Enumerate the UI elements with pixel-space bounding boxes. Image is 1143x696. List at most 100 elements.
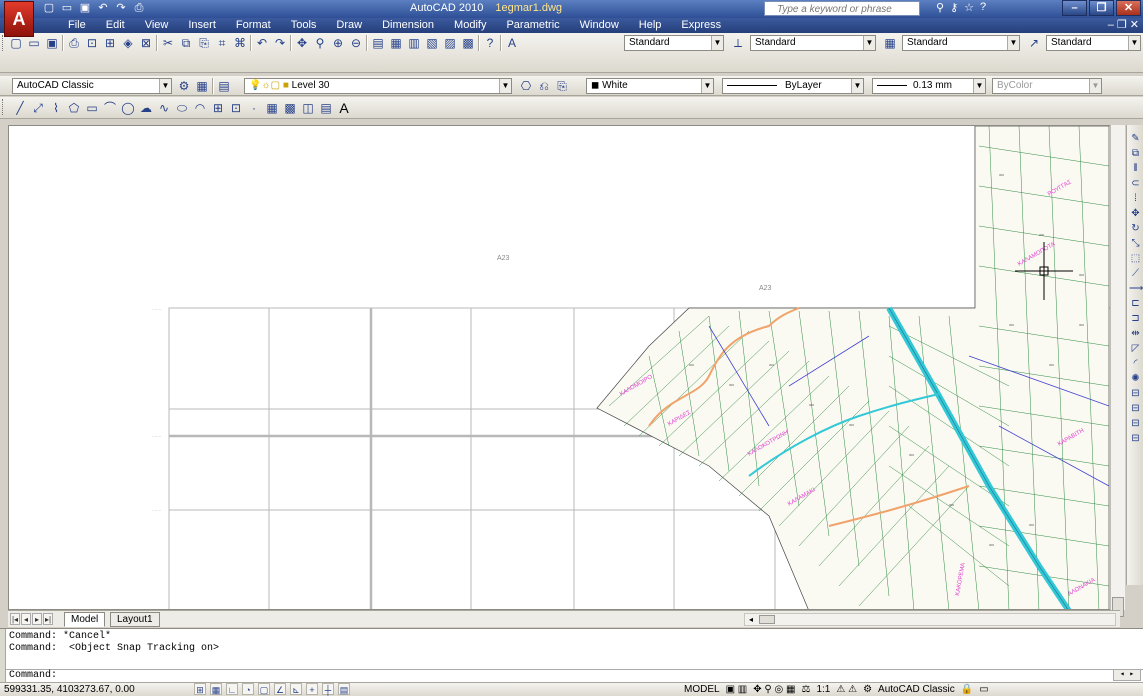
linetype-combo[interactable]: ByLayer ▼ [722, 78, 864, 94]
menu-item-edit[interactable]: Edit [105, 19, 125, 31]
pan-icon[interactable]: ✥ [296, 36, 308, 50]
layer-previous-icon[interactable]: ⎌ [539, 79, 549, 93]
menu-item-express[interactable]: Express [681, 19, 722, 31]
undo-icon[interactable]: ↶ [98, 2, 108, 14]
move-icon[interactable]: ✥ [1131, 208, 1140, 219]
sheet-set-icon[interactable]: ▧ [426, 36, 438, 50]
arc-icon[interactable]: ⌒ [103, 101, 116, 115]
horizontal-scroll-thumb[interactable] [759, 615, 775, 624]
menu-item-format[interactable]: Format [235, 19, 271, 31]
break-point-icon[interactable]: ⊏ [1131, 298, 1140, 309]
point-icon[interactable]: · [252, 101, 256, 115]
chevron-down-icon[interactable]: ▼ [701, 79, 713, 93]
menu-item-help[interactable]: Help [638, 19, 662, 31]
prev-tab-icon[interactable]: ◂ [21, 613, 31, 625]
explode-icon[interactable]: ✺ [1131, 373, 1140, 384]
save-icon[interactable]: ▣ [46, 36, 58, 50]
trim-icon[interactable]: ⟋ [1132, 268, 1139, 279]
last-tab-icon[interactable]: ▸| [43, 613, 53, 625]
first-tab-icon[interactable]: |◂ [10, 613, 20, 625]
cut-icon[interactable]: ✂ [162, 36, 174, 50]
chevron-down-icon[interactable]: ▼ [711, 36, 723, 50]
annotation-visibility-icon[interactable]: ⚠ ⚠ [836, 684, 858, 695]
polar-icon[interactable]: ◔ [242, 683, 254, 695]
tool-palettes-icon[interactable]: ▥ [408, 36, 420, 50]
table-style-icon[interactable]: ▦ [884, 36, 896, 50]
chevron-down-icon[interactable]: ▼ [1128, 36, 1140, 50]
insert-block-icon[interactable]: ⊞ [212, 101, 224, 115]
line-icon[interactable]: ╱ [16, 101, 24, 115]
paste-icon[interactable]: ⎘ [199, 36, 209, 50]
dyn-icon[interactable]: + [306, 683, 318, 695]
restore-button[interactable]: ❐ [1089, 0, 1114, 16]
dim-arc-icon[interactable]: ⊟ [1131, 418, 1140, 429]
print-icon[interactable]: ⎙ [134, 2, 144, 14]
dim-style-icon[interactable]: ⟂ [733, 36, 742, 50]
annotation-scale[interactable]: 1:1 [816, 684, 831, 695]
command-input[interactable]: Command: [6, 669, 1143, 682]
toolbar-gripper[interactable] [2, 35, 5, 51]
polygon-icon[interactable]: ⬠ [68, 101, 80, 115]
menu-item-window[interactable]: Window [579, 19, 619, 31]
block-editor-icon[interactable]: ⌘ [234, 36, 246, 50]
menu-item-dimension[interactable]: Dimension [382, 19, 435, 31]
chevron-down-icon[interactable]: ▼ [973, 79, 985, 93]
markup-icon[interactable]: ▨ [444, 36, 456, 50]
dim-style-combo[interactable]: Standard ▼ [750, 35, 876, 51]
circle-icon[interactable]: ◯ [121, 101, 135, 115]
pan-zoom-icons[interactable]: ✥ ⚲ ◎ ▦ [753, 684, 796, 695]
snap-icon[interactable]: ⊞ [194, 683, 206, 695]
binoculars-icon[interactable]: ⚲ [936, 2, 945, 14]
spline-icon[interactable]: ∿ [158, 101, 170, 115]
chevron-down-icon[interactable]: ▼ [1007, 36, 1019, 50]
text-style-icon[interactable]: A [507, 36, 516, 50]
lineweight-combo[interactable]: 0.13 mm ▼ [872, 78, 986, 94]
table-style-combo[interactable]: Standard ▼ [902, 35, 1020, 51]
clean-screen-icon[interactable]: ▭ [979, 684, 989, 695]
osnap-icon[interactable]: ▢ [258, 683, 270, 695]
offset-icon[interactable]: ⊂ [1131, 178, 1140, 189]
hatch-icon[interactable]: ▦ [266, 101, 278, 115]
zoom-window-icon[interactable]: ⊕ [332, 36, 344, 50]
menu-item-tools[interactable]: Tools [290, 19, 317, 31]
multileader-style-icon[interactable]: ↗ [1028, 36, 1040, 50]
coordinate-readout[interactable]: 599331.35, 4103273.67, 0.00 [4, 684, 135, 695]
construction-line-icon[interactable]: ⤢ [33, 101, 43, 115]
key-icon[interactable]: ⚷ [950, 2, 959, 14]
redo-icon[interactable]: ↷ [116, 2, 126, 14]
menu-item-draw[interactable]: Draw [336, 19, 363, 31]
layer-combo[interactable]: 💡☼▢ ■ Level 30 ▼ [244, 78, 512, 94]
join-icon[interactable]: ⇹ [1131, 328, 1140, 339]
region-icon[interactable]: ◫ [302, 101, 314, 115]
close-button[interactable]: ✕ [1116, 0, 1141, 16]
text-style-combo[interactable]: Standard ▼ [624, 35, 724, 51]
search-input[interactable]: Type a keyword or phrase [764, 1, 920, 16]
ducs-icon[interactable]: ⊾ [290, 683, 302, 695]
3d-print-icon[interactable]: ◈ [123, 36, 133, 50]
menu-item-insert[interactable]: Insert [188, 19, 216, 31]
menu-item-view[interactable]: View [144, 19, 169, 31]
erase-icon[interactable]: ✎ [1131, 133, 1140, 144]
quickcalc-icon[interactable]: ▩ [462, 36, 474, 50]
make-block-icon[interactable]: ⊡ [230, 101, 242, 115]
rectangle-icon[interactable]: ▭ [86, 101, 98, 115]
rotate-icon[interactable]: ↻ [1131, 223, 1140, 234]
scroll-left-icon[interactable]: ◂ [748, 615, 753, 624]
color-combo[interactable]: ◼ White ▼ [586, 78, 714, 94]
match-properties-icon[interactable]: ⌗ [218, 36, 226, 50]
save-icon[interactable]: ▣ [79, 2, 91, 14]
workspace-combo[interactable]: AutoCAD Classic ▼ [12, 78, 172, 94]
ellipse-arc-icon[interactable]: ◠ [194, 101, 206, 115]
gradient-icon[interactable]: ▩ [284, 101, 296, 115]
next-tab-icon[interactable]: ▸ [32, 613, 42, 625]
mirror-icon[interactable]: ⫴ [1133, 163, 1138, 174]
open-icon[interactable]: ▭ [61, 2, 73, 14]
model-space-toggle[interactable]: MODEL [684, 684, 720, 695]
horizontal-scrollbar[interactable]: ◂ [744, 613, 1116, 626]
toolbar-gripper[interactable] [2, 99, 5, 115]
new-icon[interactable]: ▢ [10, 36, 22, 50]
chevron-down-icon[interactable]: ▼ [499, 79, 511, 93]
help-icon[interactable]: ? [486, 36, 494, 50]
ortho-icon[interactable]: ∟ [226, 683, 238, 695]
etransmit-icon[interactable]: ⊠ [140, 36, 152, 50]
